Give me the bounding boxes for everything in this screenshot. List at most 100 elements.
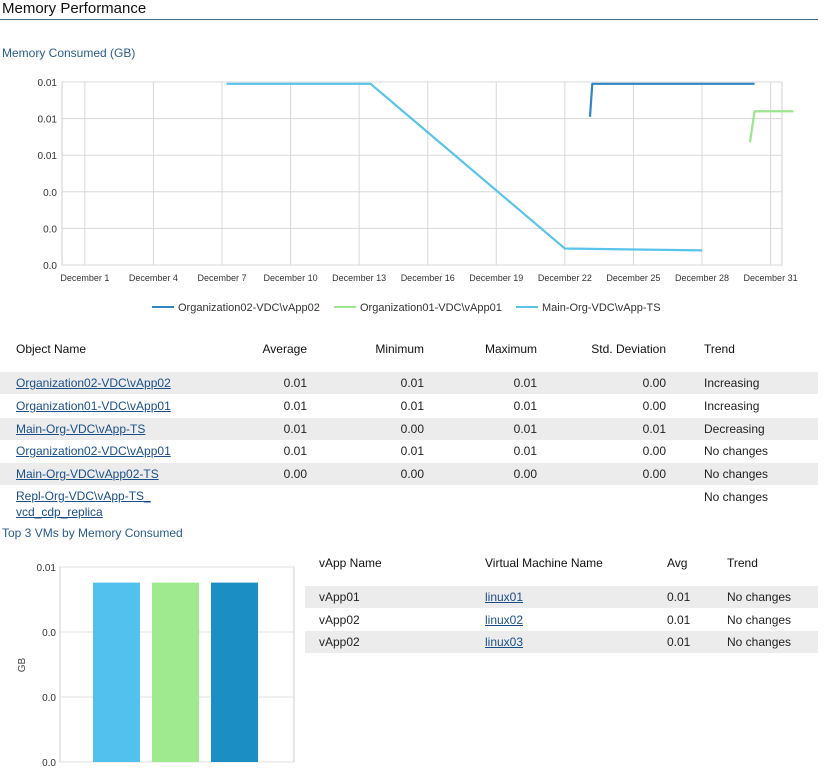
top-vms-bar-chart: 0.01 0.0 0.0 0.0 GB xyxy=(17,563,295,769)
stat-value: 0.00 xyxy=(513,467,537,481)
vm-table: vApp Name Virtual Machine Name Avg Trend vAp… xyxy=(305,552,818,662)
bar-linux02 xyxy=(152,582,199,762)
line-series-2 xyxy=(748,110,794,143)
stat-value: 0.00 xyxy=(283,467,307,481)
bar-chart-bars xyxy=(93,582,258,762)
legend-label-3: Main-Org-VDC\vApp-TS xyxy=(542,302,661,314)
stat-value: 0.00 xyxy=(642,444,666,458)
bar-linux01 xyxy=(93,582,140,762)
line-chart-x-tick-label: December 13 xyxy=(332,273,386,283)
stat-value: 0.01 xyxy=(642,422,666,436)
stat-value: 0.01 xyxy=(513,444,537,458)
line-chart-y-tick-label: 0.01 xyxy=(38,115,58,126)
stat-value: 0.01 xyxy=(513,422,537,436)
stats-header-std-deviation: Std. Deviation xyxy=(591,342,666,356)
vm-header-virtual-machine-name: Virtual Machine Name xyxy=(485,556,603,570)
line-chart-x-tick-label: December 10 xyxy=(264,273,318,283)
memory-consumed-line-chart: 0.010.010.010.00.00.0 December 1 December… xyxy=(38,78,798,314)
object-name-link[interactable]: Organization01-VDC\vApp01 xyxy=(16,399,171,413)
stats-table-row: Organization01-VDC\vApp01 0.01 0.01 0.01 0.0… xyxy=(0,395,818,417)
trend-value: No changes xyxy=(704,444,769,458)
bar-chart-title: Top 3 VMs by Memory Consumed xyxy=(2,526,183,540)
line-chart-y-ticks: 0.01 0.01 0.01 0.0 0.0 0.0 xyxy=(38,78,58,272)
bar-chart-y-ticks: 0.01 0.0 0.0 0.0 xyxy=(37,563,57,769)
trend-value: No changes xyxy=(704,467,769,481)
stat-value: 0.01 xyxy=(283,399,307,413)
stat-value: 0.01 xyxy=(283,444,307,458)
object-name-link[interactable]: Main-Org-VDC\vApp-TS xyxy=(16,422,146,436)
object-name-link[interactable]: Organization02-VDC\vApp02 xyxy=(16,376,171,390)
line-chart-x-tick-label: December 4 xyxy=(129,273,178,283)
stat-value: 0.01 xyxy=(513,376,537,390)
vm-header-avg: Avg xyxy=(667,556,688,570)
line-chart-y-tick-label: 0.0 xyxy=(43,261,57,272)
page-title: Memory Performance xyxy=(2,0,147,17)
trend-value: No changes xyxy=(727,590,792,604)
line-chart-series xyxy=(226,82,794,252)
bar-chart-y-tick-label: 0.0 xyxy=(42,628,56,639)
vapp-name: vApp01 xyxy=(319,590,360,604)
line-chart-legend: Organization02-VDC\vApp02 Organization01-… xyxy=(152,302,661,314)
stat-value: 0.01 xyxy=(283,376,307,390)
stats-table: Object Name Average Minimum Maximum Std. Dev… xyxy=(0,338,818,528)
stats-table-row: Organization02-VDC\vApp02 0.01 0.01 0.01 0.0… xyxy=(0,372,818,394)
legend-label-2: Organization01-VDC\vApp01 xyxy=(360,302,502,314)
bar-chart-y-tick-label: 0.0 xyxy=(42,758,56,769)
bar-linux03 xyxy=(211,582,258,762)
vm-header-vapp-name: vApp Name xyxy=(319,556,382,570)
trend-value: No changes xyxy=(727,635,792,649)
trend-value: No changes xyxy=(704,490,769,504)
bar-chart-y-tick-label: 0.0 xyxy=(42,693,56,704)
line-chart-x-tick-label: December 1 xyxy=(60,273,109,283)
stats-table-row: Main-Org-VDC\vApp-TS 0.01 0.00 0.01 0.01 Decr… xyxy=(0,418,818,440)
title-divider xyxy=(0,19,818,20)
line-chart-x-tick-label: December 25 xyxy=(606,273,660,283)
stat-value: 0.00 xyxy=(400,467,424,481)
line-chart-y-tick-label: 0.0 xyxy=(43,224,57,235)
object-name-link[interactable]: Organization02-VDC\vApp01 xyxy=(16,444,171,458)
object-name-link[interactable]: Repl-Org-VDC\vApp-TS_vcd_cdp_replica xyxy=(16,489,151,519)
vapp-name: vApp02 xyxy=(319,635,360,649)
bar-chart-y-label: GB xyxy=(17,657,28,672)
stats-header-object-name: Object Name xyxy=(16,342,87,356)
line-chart-grid xyxy=(61,81,783,266)
stats-table-row: Repl-Org-VDC\vApp-TS_vcd_cdp_replica No c… xyxy=(0,486,818,522)
line-chart-x-tick-label: December 7 xyxy=(197,273,246,283)
line-chart-y-tick-label: 0.01 xyxy=(38,151,58,162)
trend-value: Increasing xyxy=(704,399,760,413)
line-series-3 xyxy=(226,82,703,252)
vm-name-link[interactable]: linux02 xyxy=(485,613,524,627)
vm-header-trend: Trend xyxy=(727,556,758,570)
stat-value: 0.01 xyxy=(513,399,537,413)
stat-value: 0.00 xyxy=(642,376,666,390)
stat-value: 0.01 xyxy=(400,444,424,458)
line-chart-x-tick-label: December 16 xyxy=(401,273,455,283)
vm-name-link[interactable]: linux01 xyxy=(485,590,524,604)
trend-value: No changes xyxy=(727,613,792,627)
stats-header-trend: Trend xyxy=(704,342,735,356)
trend-value: Increasing xyxy=(704,376,760,390)
stat-value: 0.00 xyxy=(642,467,666,481)
stat-value: 0.01 xyxy=(400,376,424,390)
trend-value: Decreasing xyxy=(704,422,765,436)
vapp-name: vApp02 xyxy=(319,613,360,627)
stats-table-row: Main-Org-VDC\vApp02-TS 0.00 0.00 0.00 0.00 No… xyxy=(0,463,818,485)
stat-value: 0.00 xyxy=(400,422,424,436)
object-name-link[interactable]: Main-Org-VDC\vApp02-TS xyxy=(16,467,159,481)
line-chart-x-tick-label: December 31 xyxy=(744,273,798,283)
line-series-1 xyxy=(588,82,755,117)
vm-table-row: vApp02 linux03 0.01 No changes xyxy=(305,631,818,653)
line-chart-y-tick-label: 0.0 xyxy=(43,188,57,199)
avg-value: 0.01 xyxy=(667,590,691,604)
line-chart-x-tick-label: December 22 xyxy=(538,273,592,283)
line-chart-title: Memory Consumed (GB) xyxy=(2,46,136,60)
bar-chart-y-tick-label: 0.01 xyxy=(37,563,57,574)
line-chart-x-tick-label: December 28 xyxy=(675,273,729,283)
legend-label-1: Organization02-VDC\vApp02 xyxy=(178,302,320,314)
line-chart-x-tick-label: December 19 xyxy=(469,273,523,283)
stats-table-row: Organization02-VDC\vApp01 0.01 0.01 0.01 0.0… xyxy=(0,440,818,462)
avg-value: 0.01 xyxy=(667,613,691,627)
vm-name-link[interactable]: linux03 xyxy=(485,635,524,649)
stat-value: 0.01 xyxy=(283,422,307,436)
vm-table-row: vApp02 linux02 0.01 No changes xyxy=(305,609,818,631)
